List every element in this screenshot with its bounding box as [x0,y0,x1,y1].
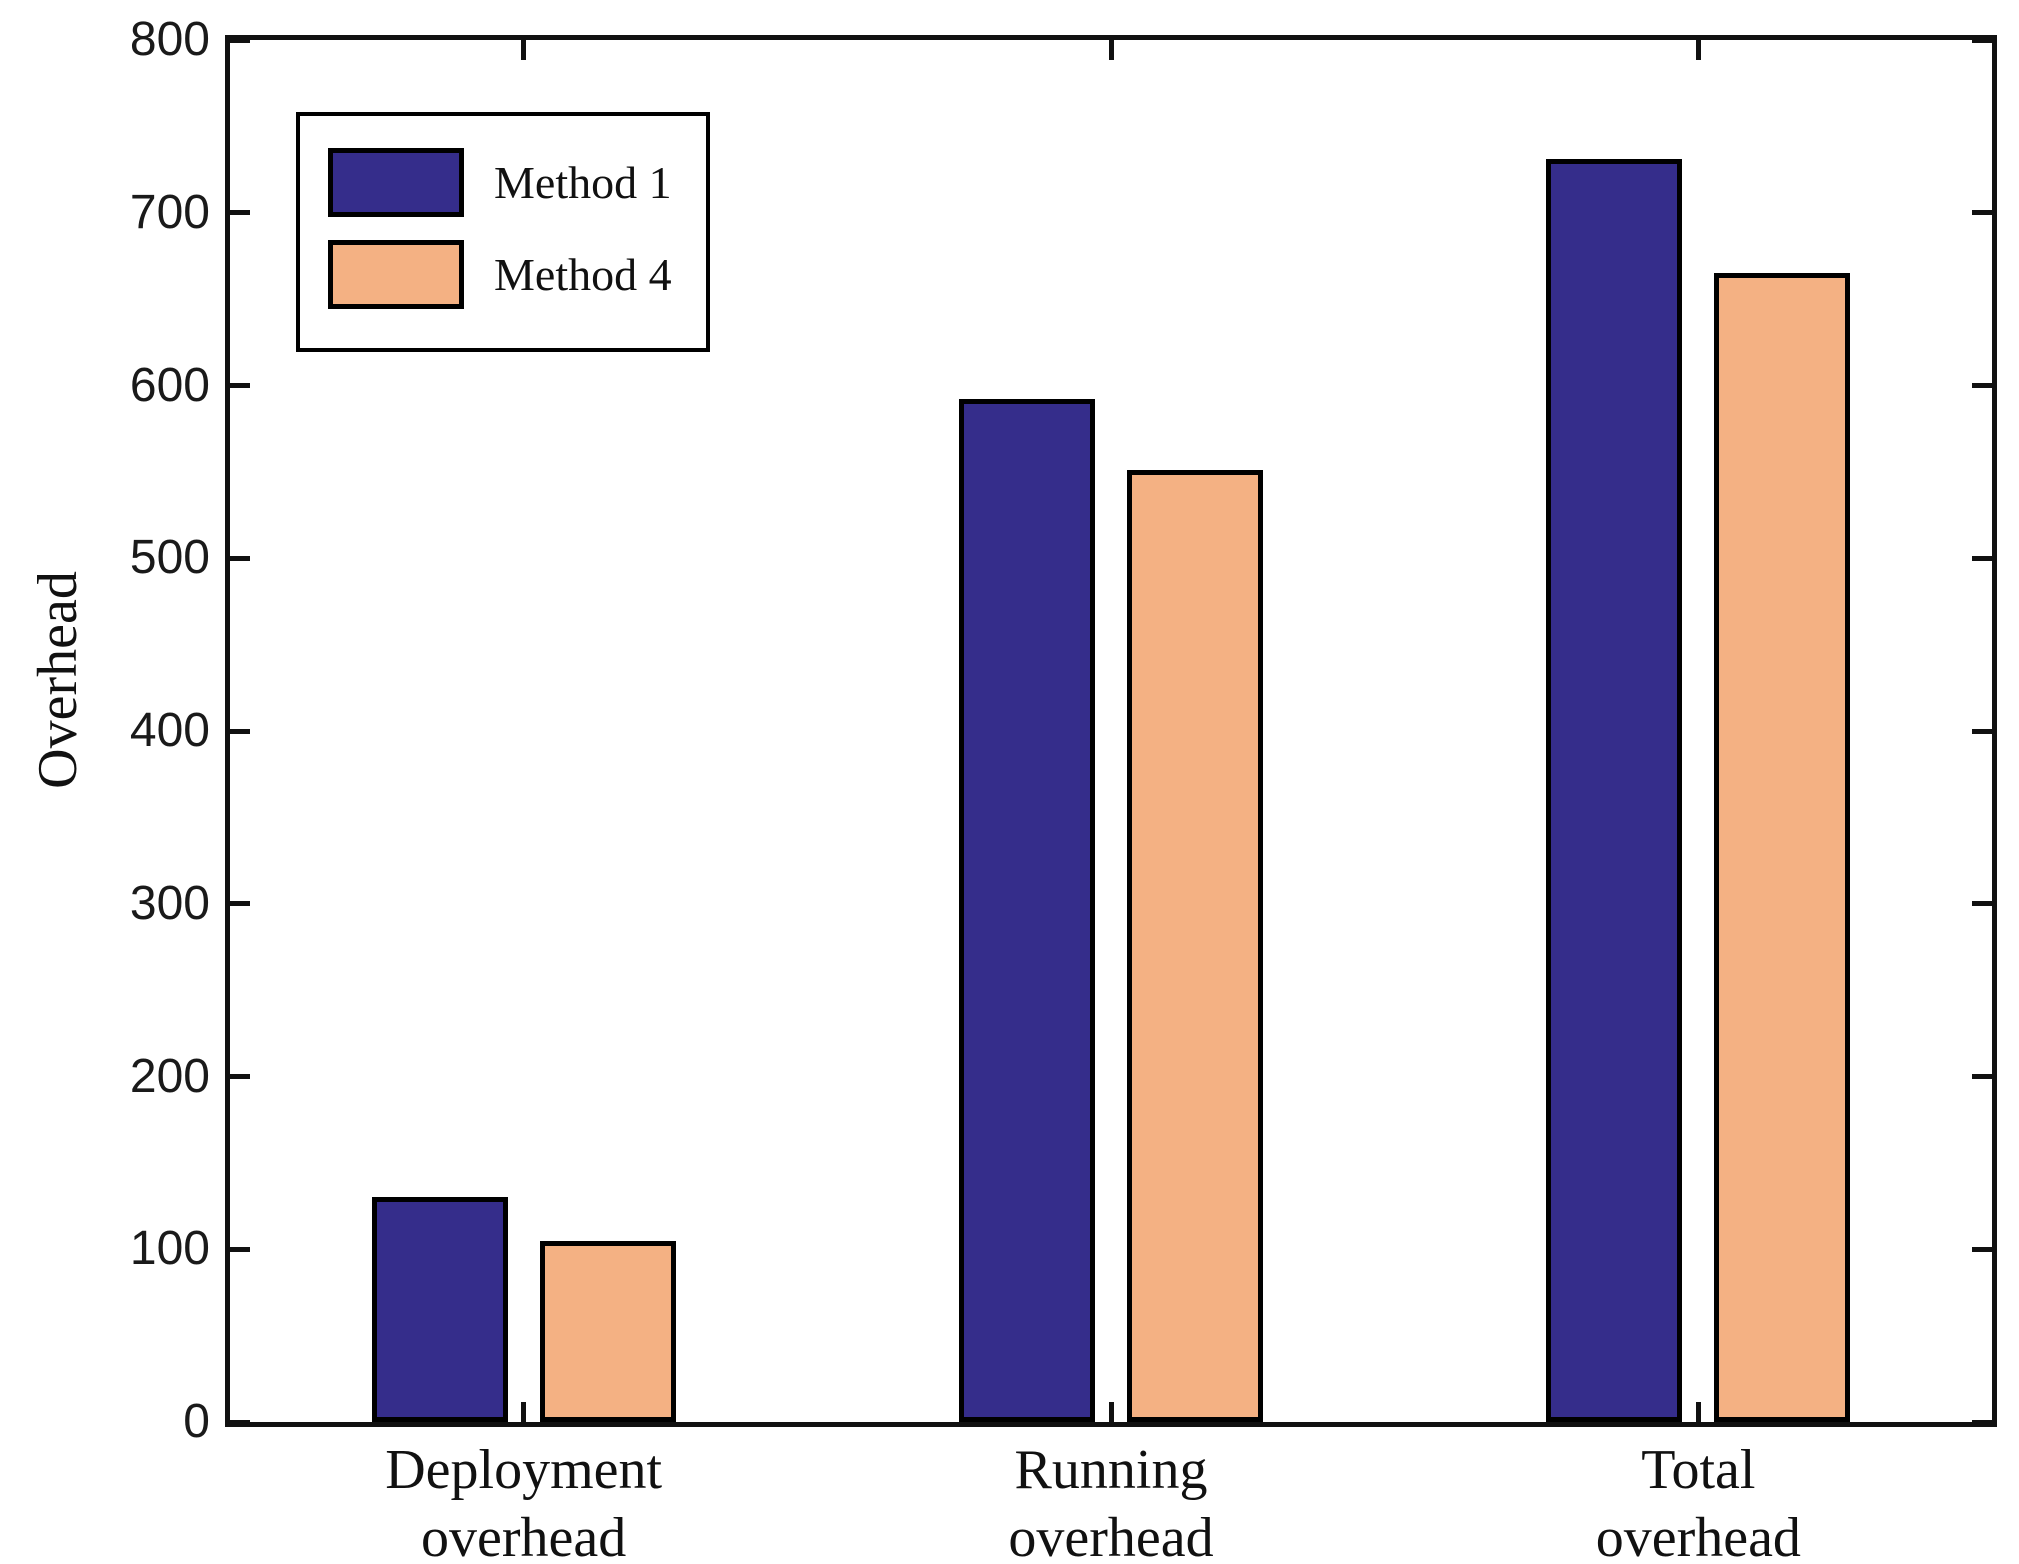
y-tick-label-800: 800 [129,13,210,66]
y-tickmark-right-800 [1972,37,1992,43]
y-tickmark-right-400 [1972,728,1992,734]
y-tickmark-right-200 [1972,1074,1992,1079]
y-tick-label-600: 600 [129,358,210,412]
y-tickmark-left-800 [230,37,250,43]
x-tickmark-top-deployment-overhead [521,40,527,60]
y-tick-label-100: 100 [129,1222,210,1276]
x-tickmark-top-running-overhead [1108,40,1114,60]
y-tickmark-left-200 [230,1074,250,1079]
x-category-label-deployment-overhead: Deployment overhead [385,1439,663,1564]
x-tickmark-bottom-running-overhead [1108,1402,1114,1422]
y-tickmark-left-100 [230,1246,250,1252]
legend-swatch-method-1 [328,148,464,217]
legend-swatch-method-4 [328,240,464,309]
y-tickmark-left-300 [230,901,250,907]
y-tickmark-right-500 [1972,555,1992,561]
y-tickmark-left-700 [230,210,250,216]
y-tickmark-right-300 [1972,901,1992,907]
y-tickmark-right-700 [1972,210,1992,216]
y-tickmark-left-500 [230,555,250,561]
bar-method-1-running-overhead [959,399,1095,1422]
y-tickmark-right-0 [1972,1419,1992,1425]
y-tick-label-0: 0 [183,1395,210,1448]
y-tickmark-right-600 [1972,383,1992,388]
y-tickmark-left-0 [230,1419,250,1425]
legend-label-method-1: Method 1 [494,157,672,208]
y-tickmark-left-600 [230,383,250,388]
y-tick-label-700: 700 [129,185,210,239]
y-tick-label-300: 300 [129,876,210,930]
bar-method-4-total-overhead [1714,273,1851,1422]
legend: Method 1 Method 4 [296,112,710,352]
bar-method-1-deployment-overhead [371,1197,508,1422]
x-tickmark-top-total-overhead [1695,40,1701,60]
y-tickmark-right-100 [1972,1246,1992,1252]
plot-area [225,35,1997,1427]
y-tickmark-left-400 [230,728,250,734]
bar-method-4-running-overhead [1127,470,1263,1422]
bar-method-4-deployment-overhead [539,1240,676,1422]
y-tick-label-500: 500 [129,531,210,585]
y-tick-label-400: 400 [129,704,210,757]
bar-method-1-total-overhead [1546,159,1683,1422]
y-tick-label-200: 200 [129,1049,210,1103]
x-tickmark-bottom-deployment-overhead [521,1402,527,1422]
x-category-label-total-overhead: Total overhead [1595,1439,1801,1564]
legend-label-method-4: Method 4 [494,249,672,300]
x-tickmark-bottom-total-overhead [1695,1402,1701,1422]
x-category-label-running-overhead: Running overhead [1008,1439,1214,1564]
